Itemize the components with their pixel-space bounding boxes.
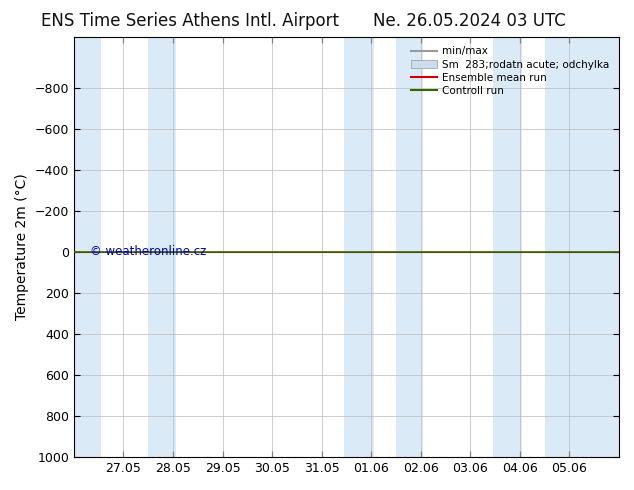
Bar	[396, 37, 424, 457]
Text: © weatheronline.cz: © weatheronline.cz	[90, 245, 207, 258]
Bar	[545, 37, 619, 457]
Y-axis label: Temperature 2m (°C): Temperature 2m (°C)	[15, 174, 29, 320]
Bar	[493, 37, 522, 457]
Bar	[74, 37, 101, 457]
Text: ENS Time Series Athens Intl. Airport: ENS Time Series Athens Intl. Airport	[41, 12, 339, 30]
Legend: min/max, Sm  283;rodatn acute; odchylka, Ensemble mean run, Controll run: min/max, Sm 283;rodatn acute; odchylka, …	[407, 42, 614, 100]
Bar	[148, 37, 176, 457]
Text: Ne. 26.05.2024 03 UTC: Ne. 26.05.2024 03 UTC	[373, 12, 566, 30]
Bar	[344, 37, 373, 457]
